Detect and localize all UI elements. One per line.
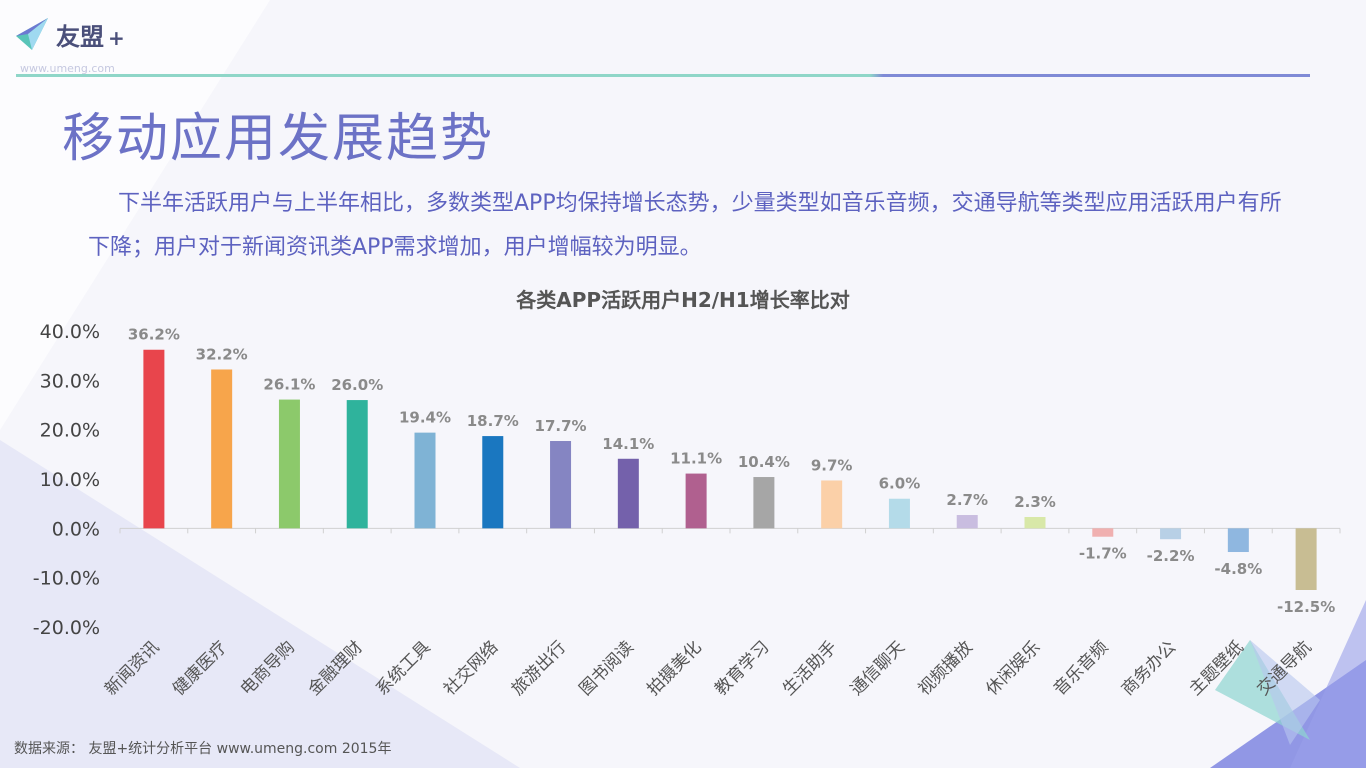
bar: [1227, 528, 1249, 553]
category-label: 健康医疗: [169, 637, 231, 699]
data-label: 18.7%: [467, 412, 519, 430]
data-label: 36.2%: [128, 326, 180, 344]
y-tick-label: 20.0%: [40, 420, 100, 442]
data-label: -4.8%: [1214, 560, 1262, 578]
bar: [346, 400, 368, 529]
data-label: -1.7%: [1079, 545, 1127, 563]
data-label: 19.4%: [399, 409, 451, 427]
bar: [821, 480, 843, 529]
data-source: 数据来源： 友盟+统计分析平台 www.umeng.com 2015年: [14, 741, 392, 757]
category-label: 休闲娱乐: [982, 637, 1044, 699]
category-label: 教育学习: [711, 637, 773, 699]
category-label: 视频播放: [915, 637, 977, 699]
category-label: 生活助手: [779, 637, 841, 699]
y-tick-label: 10.0%: [40, 469, 100, 491]
category-label: 金融理财: [305, 637, 367, 699]
bar: [685, 473, 707, 529]
data-label: 26.1%: [263, 376, 315, 394]
category-label: 电商导购: [237, 637, 299, 699]
y-tick-label: 0.0%: [52, 518, 100, 540]
data-label: 11.1%: [670, 450, 722, 468]
category-label: 图书阅读: [576, 637, 638, 699]
category-label: 交通导航: [1253, 637, 1315, 699]
y-tick-label: -10.0%: [33, 568, 100, 590]
data-label: 2.3%: [1014, 493, 1056, 511]
data-label: 9.7%: [811, 456, 853, 474]
data-label: 17.7%: [535, 417, 587, 435]
bar: [1160, 528, 1182, 540]
y-tick-label: -20.0%: [33, 617, 100, 639]
bar: [278, 399, 300, 529]
category-label: 商务办公: [1118, 637, 1180, 699]
category-label: 系统工具: [372, 637, 434, 699]
chart-title: 各类APP活跃用户H2/H1增长率比对: [516, 288, 850, 312]
category-label: 主题壁纸: [1186, 637, 1248, 699]
category-label: 通信聊天: [847, 637, 909, 699]
bar: [1024, 516, 1046, 529]
bar: [1295, 528, 1317, 590]
category-label: 音乐音频: [1050, 637, 1112, 699]
logo: 友盟 +: [14, 16, 125, 52]
category-label: 社交网络: [440, 637, 502, 699]
data-label: 2.7%: [946, 491, 988, 509]
bird-icon: [16, 18, 48, 50]
bar: [143, 349, 165, 529]
data-label: 14.1%: [602, 435, 654, 453]
data-label: -2.2%: [1147, 547, 1195, 565]
category-label: 旅游出行: [508, 637, 570, 699]
y-tick-label: 40.0%: [40, 321, 100, 343]
category-label: 拍摄美化: [643, 637, 705, 699]
data-label: 32.2%: [196, 345, 248, 363]
header-divider: [16, 74, 1310, 77]
data-label: 6.0%: [879, 475, 921, 493]
data-label: 26.0%: [331, 376, 383, 394]
bar: [211, 369, 233, 529]
bar: [550, 441, 572, 529]
logo-url: www.umeng.com: [20, 62, 115, 75]
y-tick-label: 30.0%: [40, 370, 100, 392]
bar: [956, 515, 978, 529]
bar: [1092, 528, 1114, 537]
category-label: 新闻资讯: [101, 637, 163, 699]
description: 下半年活跃用户与上半年相比，多数类型APP均保持增长态势，少量类型如音乐音频，交…: [88, 191, 1282, 260]
data-label: 10.4%: [738, 453, 790, 471]
bar: [617, 458, 639, 529]
bar: [753, 477, 775, 529]
logo-text: 友盟 +: [56, 22, 125, 51]
bar: [414, 432, 436, 529]
page-title: 移动应用发展趋势: [62, 109, 495, 169]
bar: [482, 436, 504, 529]
logo-plus: +: [108, 25, 125, 50]
data-label: -12.5%: [1277, 598, 1335, 616]
bar: [888, 498, 910, 529]
